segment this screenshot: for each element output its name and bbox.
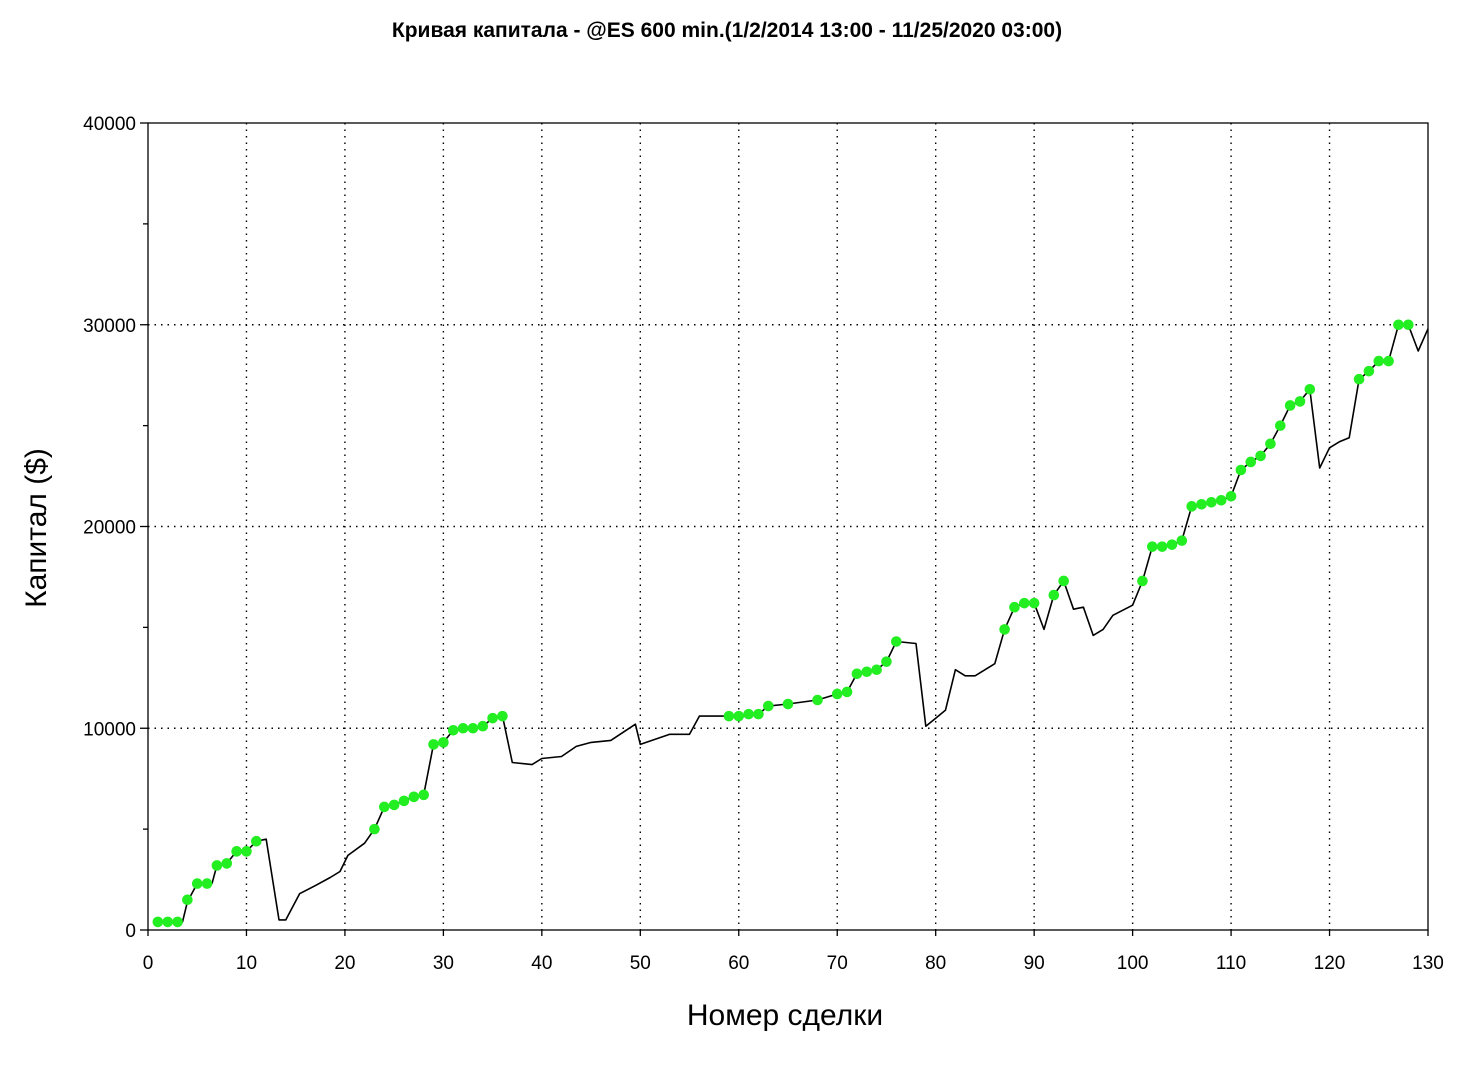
trade-point — [1206, 496, 1217, 508]
x-tick-label: 80 — [925, 953, 946, 974]
trade-point — [1009, 601, 1020, 613]
trade-point — [1225, 490, 1237, 502]
trade-point — [172, 916, 183, 928]
chart-title: Кривая капитала - @ES 600 min.(1/2/2014 … — [392, 19, 1062, 42]
trade-point — [438, 737, 449, 748]
trade-point — [1019, 597, 1030, 609]
trade-point — [723, 710, 735, 722]
trade-point — [369, 823, 380, 835]
trade-point — [408, 791, 420, 803]
trade-point — [1284, 400, 1296, 411]
minor-y-ticks — [140, 122, 1429, 936]
y-tick-label: 0 — [125, 921, 136, 942]
trade-point — [1166, 539, 1178, 550]
trade-point — [211, 860, 223, 871]
trade-point — [467, 722, 479, 734]
trade-point — [497, 710, 508, 722]
trade-point — [1235, 464, 1247, 476]
trade-point — [851, 668, 863, 680]
trade-point — [1176, 535, 1188, 546]
trade-point — [999, 624, 1010, 635]
x-tick-label: 30 — [433, 953, 454, 974]
x-tick-label: 40 — [531, 953, 552, 974]
trade-point — [1147, 541, 1158, 552]
x-tick-label: 130 — [1412, 953, 1444, 974]
y-tick-label: 30000 — [83, 316, 136, 337]
trade-point — [812, 694, 823, 706]
series-layer — [152, 319, 1429, 928]
trade-point — [447, 724, 459, 736]
trade-point — [1196, 499, 1207, 510]
y-tick-label: 10000 — [83, 719, 136, 740]
y-tick-label: 20000 — [83, 518, 136, 539]
grid — [148, 123, 1428, 930]
trade-point — [861, 666, 873, 678]
trade-point — [753, 708, 764, 720]
trade-point — [1275, 420, 1286, 431]
x-tick-label: 110 — [1216, 953, 1246, 974]
x-axis-tick-labels: 0 10 20 30 40 50 60 70 80 90 100 110 120 130 — [143, 953, 1444, 974]
trade-point — [1294, 396, 1306, 407]
trade-point — [763, 700, 774, 712]
trade-point — [191, 878, 203, 889]
plot-area-frame — [147, 122, 1429, 931]
trade-point — [241, 846, 252, 857]
trade-point — [1363, 365, 1375, 377]
x-tick-label: 70 — [827, 953, 848, 974]
trade-point — [1245, 456, 1257, 468]
trade-point — [1265, 438, 1276, 450]
trade-point — [831, 688, 843, 700]
trade-point — [1393, 319, 1404, 331]
trade-point — [1058, 575, 1069, 587]
trade-point — [418, 789, 429, 801]
trade-point — [1028, 597, 1040, 609]
trade-point — [1215, 494, 1227, 506]
trade-point — [398, 795, 410, 807]
trade-point — [841, 686, 853, 698]
x-tick-label: 0 — [143, 953, 154, 974]
trade-point — [231, 846, 242, 857]
y-tick-label: 40000 — [83, 114, 136, 135]
x-tick-label: 10 — [236, 953, 257, 974]
trade-point — [487, 712, 498, 724]
trade-point — [1403, 319, 1414, 331]
trade-point — [182, 894, 193, 906]
trade-point — [891, 636, 902, 647]
trade-point — [457, 722, 469, 734]
trade-point — [1255, 450, 1266, 462]
x-tick-label: 90 — [1024, 953, 1045, 974]
trade-point — [1186, 501, 1197, 512]
x-tick-label: 50 — [630, 953, 651, 974]
x-tick-label: 120 — [1314, 953, 1346, 974]
trade-point — [221, 858, 233, 869]
trade-point — [1373, 355, 1385, 367]
trade-point — [477, 720, 489, 732]
y-axis-tick-labels: 0 10000 20000 30000 40000 — [83, 114, 136, 942]
trade-point — [1137, 575, 1148, 587]
trade-point — [1304, 384, 1316, 395]
trade-point — [201, 878, 213, 889]
x-tick-label: 100 — [1117, 953, 1149, 974]
trade-point — [1353, 373, 1365, 385]
trade-point — [251, 835, 262, 847]
x-axis-title: Номер сделки — [687, 999, 883, 1032]
trade-point — [733, 710, 745, 722]
trade-point — [881, 656, 892, 667]
trade-point — [379, 801, 390, 813]
y-axis-title: Капитал ($) — [20, 448, 53, 608]
trade-point — [152, 916, 164, 928]
trade-point — [743, 708, 754, 720]
x-tick-label: 60 — [728, 953, 749, 974]
x-tick-label: 20 — [334, 953, 355, 974]
trade-point — [162, 916, 173, 928]
trade-point — [1156, 541, 1168, 552]
trade-point — [871, 664, 882, 676]
trade-point — [428, 739, 439, 750]
trade-point — [782, 698, 794, 710]
trade-point — [1048, 589, 1060, 601]
trade-point — [388, 799, 400, 811]
trade-point — [1383, 355, 1394, 367]
